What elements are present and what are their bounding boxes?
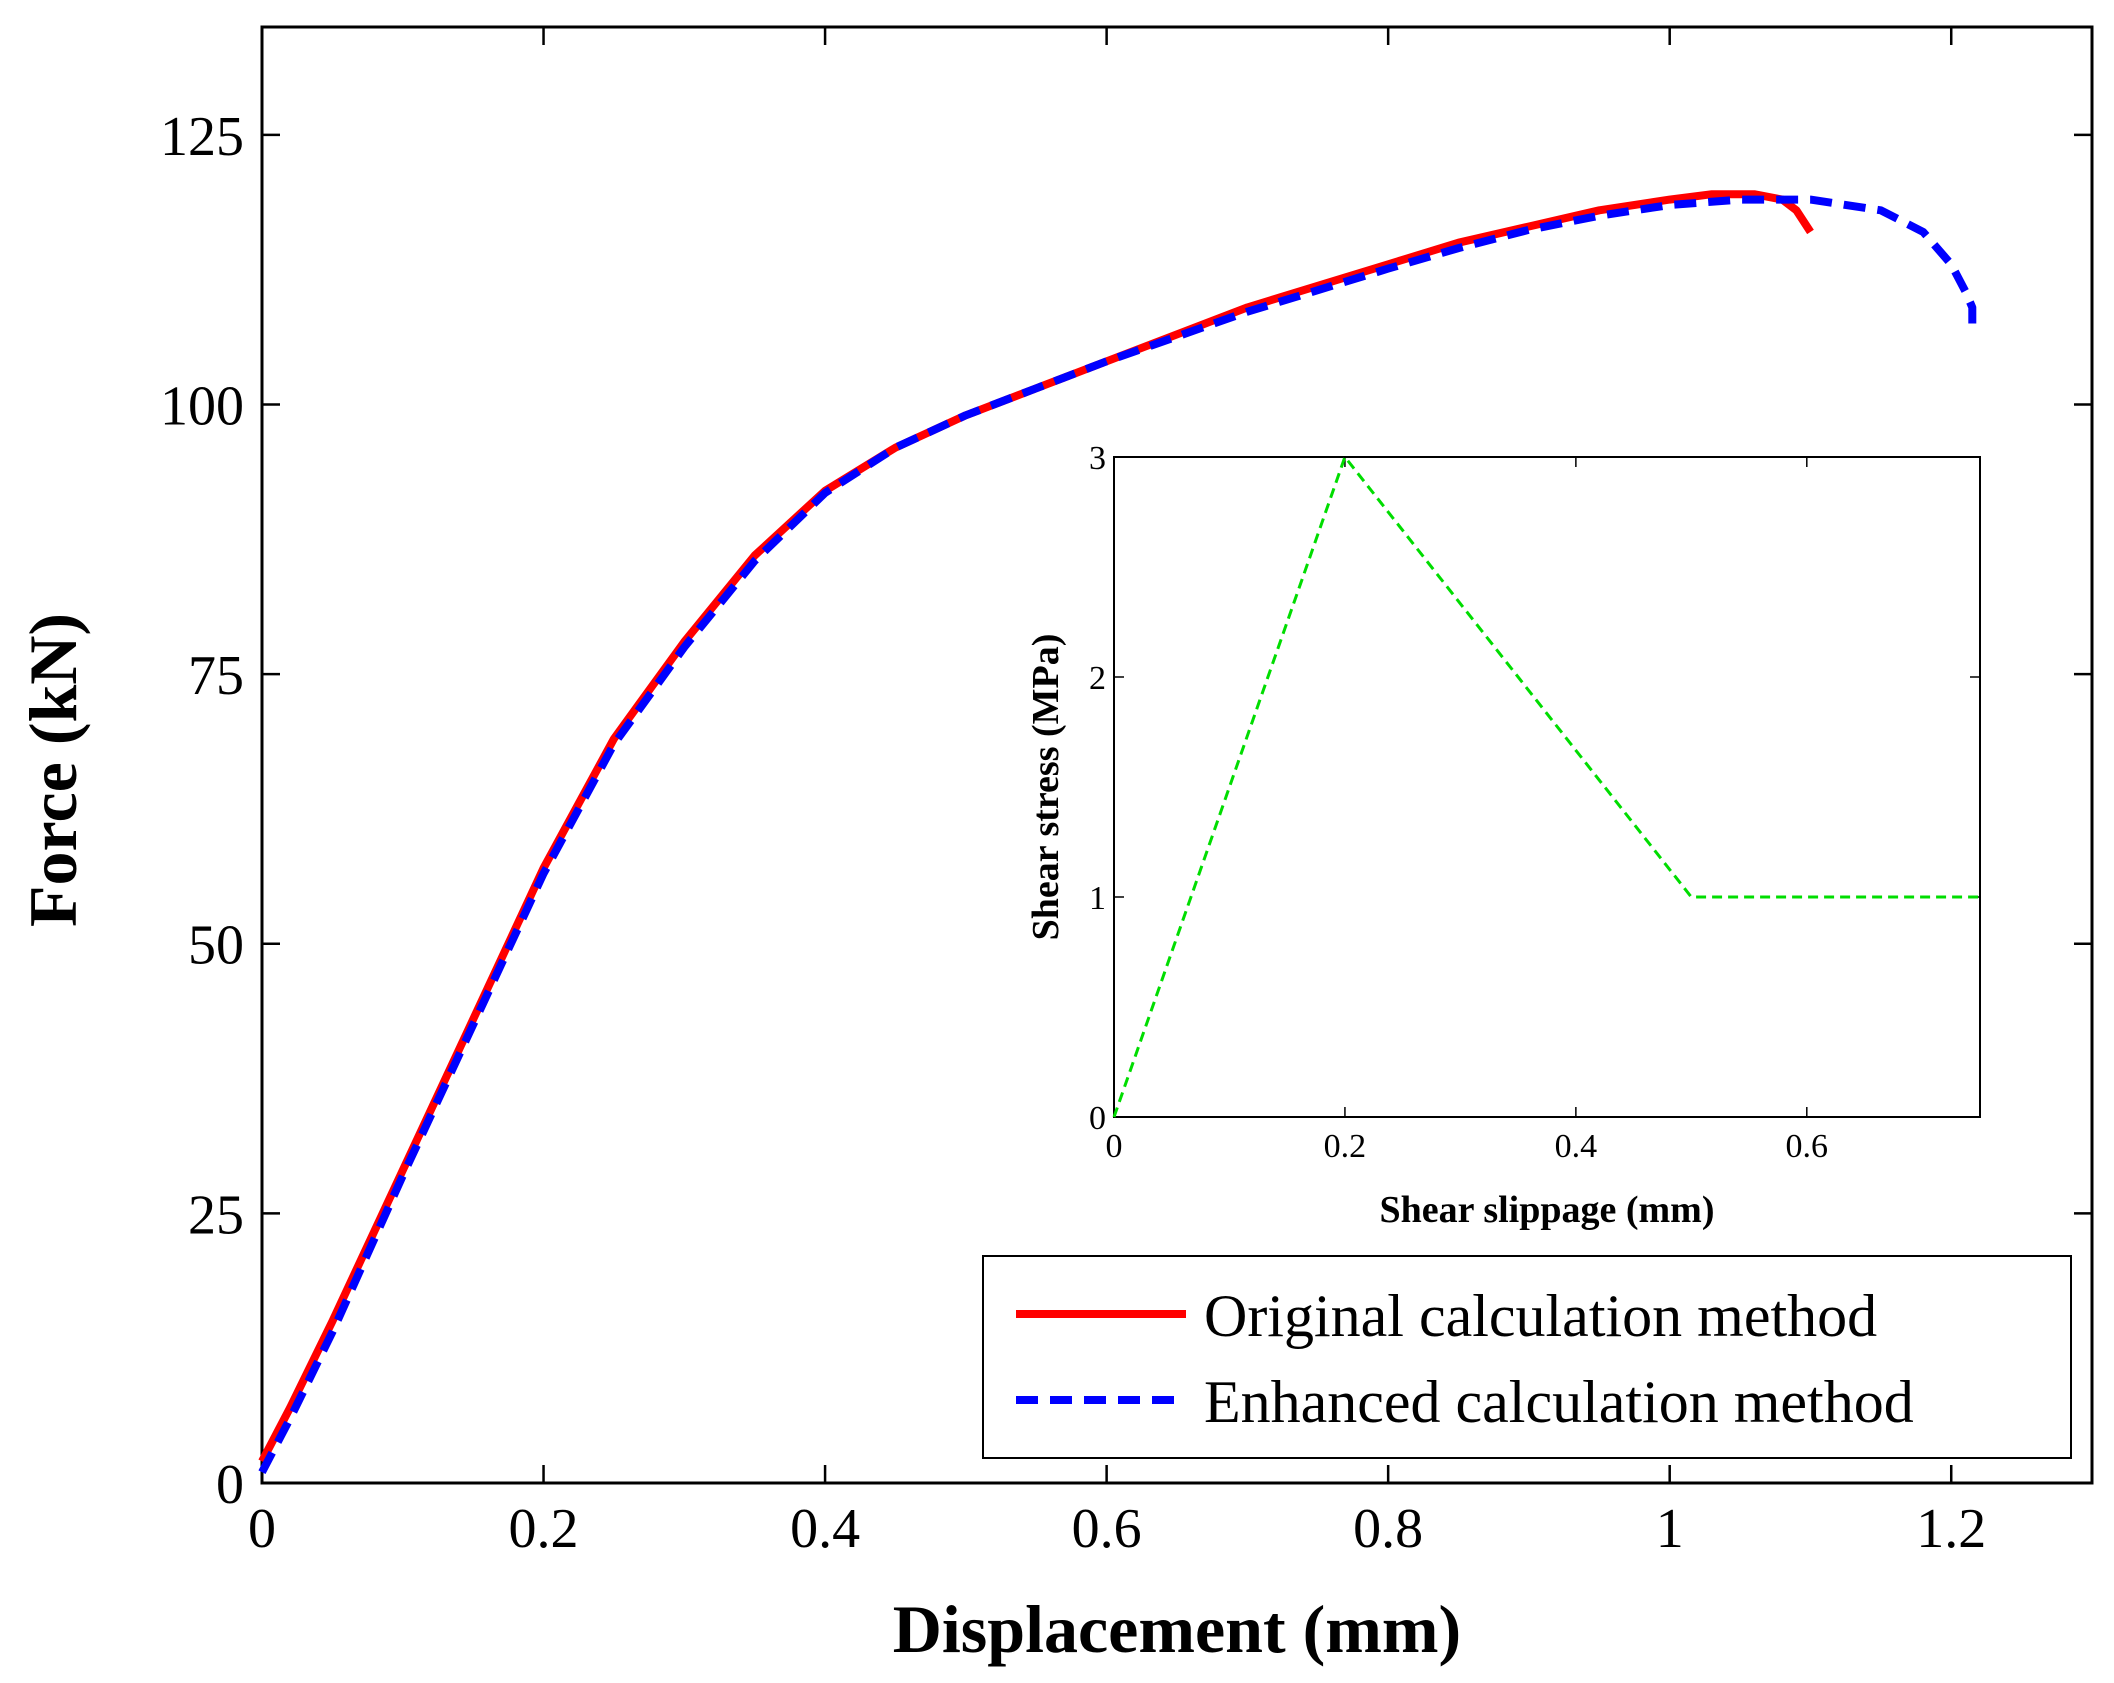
- main-x-tick-label: 0.2: [509, 1498, 579, 1560]
- main-y-tick-label: 100: [160, 375, 244, 437]
- main-y-tick-label: 50: [188, 915, 244, 977]
- legend-label-original: Original calculation method: [1204, 1283, 1877, 1349]
- main-x-tick-label: 0: [248, 1498, 276, 1560]
- inset-x-tick-label: 0: [1106, 1128, 1123, 1165]
- inset-x-tick-label: 0.4: [1555, 1128, 1598, 1165]
- legend-label-enhanced: Enhanced calculation method: [1204, 1369, 1914, 1435]
- main-y-tick-label: 125: [160, 106, 244, 168]
- main-x-tick-label: 1.2: [1916, 1498, 1986, 1560]
- inset-x-tick-label: 0.6: [1786, 1128, 1829, 1165]
- main-y-tick-label: 25: [188, 1184, 244, 1246]
- main-series-group: [258, 190, 1977, 1475]
- main-series-1: [258, 195, 1977, 1475]
- x-axis-label: Displacement (mm): [893, 1591, 1461, 1667]
- inset-series-group: [1112, 455, 1980, 1118]
- inset-x-axis-label: Shear slippage (mm): [1380, 1189, 1715, 1231]
- main-y-tick-label: 0: [216, 1454, 244, 1516]
- main-x-tick-label: 0.6: [1072, 1498, 1142, 1560]
- main-x-tick-label: 0.8: [1353, 1498, 1423, 1560]
- y-axis-label: Force (kN): [15, 613, 91, 927]
- legend: Original calculation method Enhanced cal…: [982, 1255, 2072, 1459]
- inset-y-tick-label: 0: [1089, 1100, 1106, 1137]
- inset-series-0: [1112, 455, 1980, 1118]
- inset-y-tick-label: 2: [1089, 660, 1106, 697]
- main-x-tick-label: 1: [1656, 1498, 1684, 1560]
- inset-y-tick-label: 3: [1089, 440, 1106, 477]
- inset-plot-frame: [1113, 456, 1981, 1118]
- inset-y-axis-label: Shear stress (MPa): [1025, 634, 1067, 941]
- inset-y-tick-label: 1: [1089, 880, 1106, 917]
- inset-x-tick-label: 0.2: [1324, 1128, 1367, 1165]
- legend-box: [982, 1255, 2072, 1459]
- inset-plot: 0 0.2 0.4 0.6 0 1 2 3 Shear slippage (mm) Shear…: [1025, 440, 1981, 1231]
- inset-axis-ticks: 0 0.2 0.4 0.6 0 1 2 3: [1089, 440, 1980, 1165]
- main-x-tick-label: 0.4: [790, 1498, 860, 1560]
- main-y-tick-label: 75: [188, 645, 244, 707]
